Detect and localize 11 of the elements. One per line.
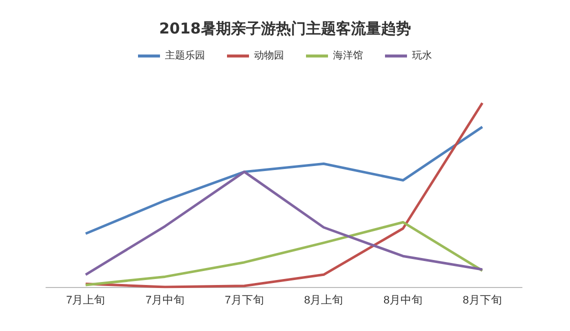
x-tick-label: 8月下旬	[462, 294, 502, 306]
legend-label: 海洋馆	[333, 50, 363, 62]
x-tick-label: 7月中旬	[145, 294, 185, 306]
chart-title: 2018暑期亲子游热门主题客流量趋势	[159, 20, 411, 38]
x-tick-label: 7月上旬	[66, 294, 106, 306]
x-tick-label: 7月下旬	[224, 294, 264, 306]
legend-label: 主题乐园	[165, 50, 205, 62]
legend-label: 动物园	[254, 50, 284, 62]
legend-label: 玩水	[412, 50, 432, 62]
x-tick-label: 8月中旬	[383, 294, 423, 306]
x-tick-label: 8月上旬	[304, 294, 344, 306]
